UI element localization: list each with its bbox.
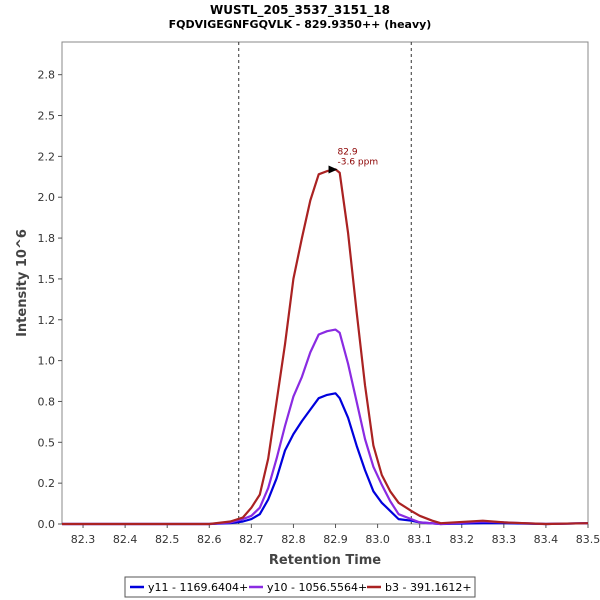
series-line — [62, 168, 589, 526]
y-tick-label: 1.8 — [38, 232, 56, 245]
y-tick-label: 2.0 — [38, 191, 56, 204]
y-axis-label: Intensity 10^6 — [15, 229, 30, 337]
peak-annotation: 82.9 -3.6 ppm — [328, 147, 379, 174]
series-lines — [62, 168, 589, 526]
y-axis: 0.0 0.2 0.5 0.8 1.0 1.2 1.5 1.8 2.0 2.2 2.5 2.8 — [38, 69, 62, 531]
annotation-rt: 82.9 — [338, 147, 358, 157]
x-tick-label: 83.2 — [450, 533, 475, 546]
legend: y11 - 1169.6404+ y10 - 1056.5564+ b3 - 391… — [124, 576, 476, 598]
annotation-ppm: -3.6 ppm — [338, 157, 379, 167]
apex-marker-icon — [328, 165, 338, 174]
legend-label: b3 - 391.1612+ — [385, 581, 472, 594]
x-tick-label: 82.4 — [113, 533, 138, 546]
x-tick-label: 83.0 — [365, 533, 390, 546]
series-line — [62, 328, 589, 526]
y-tick-label: 1.5 — [38, 273, 56, 286]
legend-label: y10 - 1056.5564+ — [267, 581, 367, 594]
legend-box — [124, 576, 476, 598]
x-tick-label: 82.6 — [197, 533, 222, 546]
x-tick-label: 82.3 — [71, 533, 96, 546]
peak-boundaries — [238, 42, 412, 524]
x-tick-label: 83.3 — [492, 533, 517, 546]
x-tick-label: 82.8 — [281, 533, 306, 546]
chart-subtitle: FQDVIGEGNFGQVLK - 829.9350++ (heavy) — [169, 18, 432, 31]
y-tick-label: 2.2 — [38, 150, 56, 163]
plot-area — [61, 41, 589, 525]
y-tick-label: 0.8 — [38, 395, 56, 408]
x-tick-label: 82.7 — [239, 533, 264, 546]
x-tick-label: 82.5 — [155, 533, 180, 546]
x-tick-label: 83.5 — [576, 533, 600, 546]
y-tick-label: 2.8 — [38, 69, 56, 82]
y-tick-label: 1.2 — [38, 314, 56, 327]
y-tick-label: 1.0 — [38, 355, 56, 368]
y-tick-label: 0.0 — [38, 518, 56, 531]
legend-label: y11 - 1169.6404+ — [148, 581, 248, 594]
x-tick-label: 82.9 — [323, 533, 348, 546]
x-tick-label: 83.4 — [534, 533, 559, 546]
x-axis-label: Retention Time — [269, 553, 381, 568]
x-axis: 82.3 82.4 82.5 82.6 82.7 82.8 82.9 83.0 83.1 83.2… — [71, 524, 600, 546]
chart-title: WUSTL_205_3537_3151_18 — [210, 3, 390, 18]
y-tick-label: 2.5 — [38, 110, 56, 123]
x-tick-label: 83.1 — [407, 533, 432, 546]
y-tick-label: 0.5 — [38, 436, 56, 449]
y-tick-label: 0.2 — [38, 477, 56, 490]
